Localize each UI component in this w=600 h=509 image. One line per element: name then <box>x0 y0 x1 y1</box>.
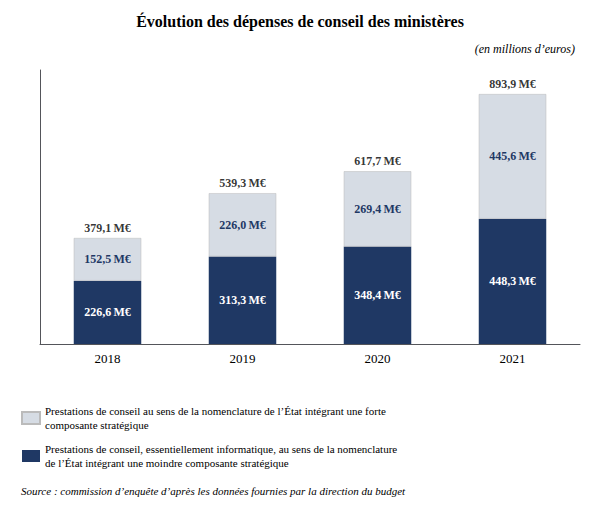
svg-text:Évolution des dépenses de cons: Évolution des dépenses de conseil des mi… <box>136 12 464 31</box>
svg-text:2020: 2020 <box>365 351 391 366</box>
svg-text:2019: 2019 <box>230 351 256 366</box>
svg-text:226,0 M€: 226,0 M€ <box>219 218 266 232</box>
svg-text:379,1 M€: 379,1 M€ <box>84 221 131 235</box>
svg-text:539,3 M€: 539,3 M€ <box>219 176 266 190</box>
svg-text:2021: 2021 <box>500 351 526 366</box>
svg-text:445,6 M€: 445,6 M€ <box>489 149 536 163</box>
svg-text:269,4 M€: 269,4 M€ <box>354 202 401 216</box>
svg-text:226,6 M€: 226,6 M€ <box>84 305 131 319</box>
svg-text:Prestations de conseil au sens: Prestations de conseil au sens de la nom… <box>45 405 386 417</box>
svg-text:893,9 M€: 893,9 M€ <box>489 77 536 91</box>
svg-text:2018: 2018 <box>95 351 121 366</box>
svg-text:(en millions d’euros): (en millions d’euros) <box>475 42 575 56</box>
svg-text:448,3 M€: 448,3 M€ <box>489 274 536 288</box>
svg-text:348,4 M€: 348,4 M€ <box>354 288 401 302</box>
svg-text:de l’État intégrant une moindr: de l’État intégrant une moindre composan… <box>45 457 289 469</box>
svg-text:152,5 M€: 152,5 M€ <box>84 252 131 266</box>
svg-text:composante stratégique: composante stratégique <box>45 419 149 431</box>
svg-text:617,7 M€: 617,7 M€ <box>354 154 401 168</box>
svg-text:Prestations de conseil, essent: Prestations de conseil, essentiellement … <box>45 443 397 455</box>
svg-text:313,3 M€: 313,3 M€ <box>219 293 266 307</box>
svg-text:Source : commission d’enquête: Source : commission d’enquête d’après le… <box>21 485 406 497</box>
